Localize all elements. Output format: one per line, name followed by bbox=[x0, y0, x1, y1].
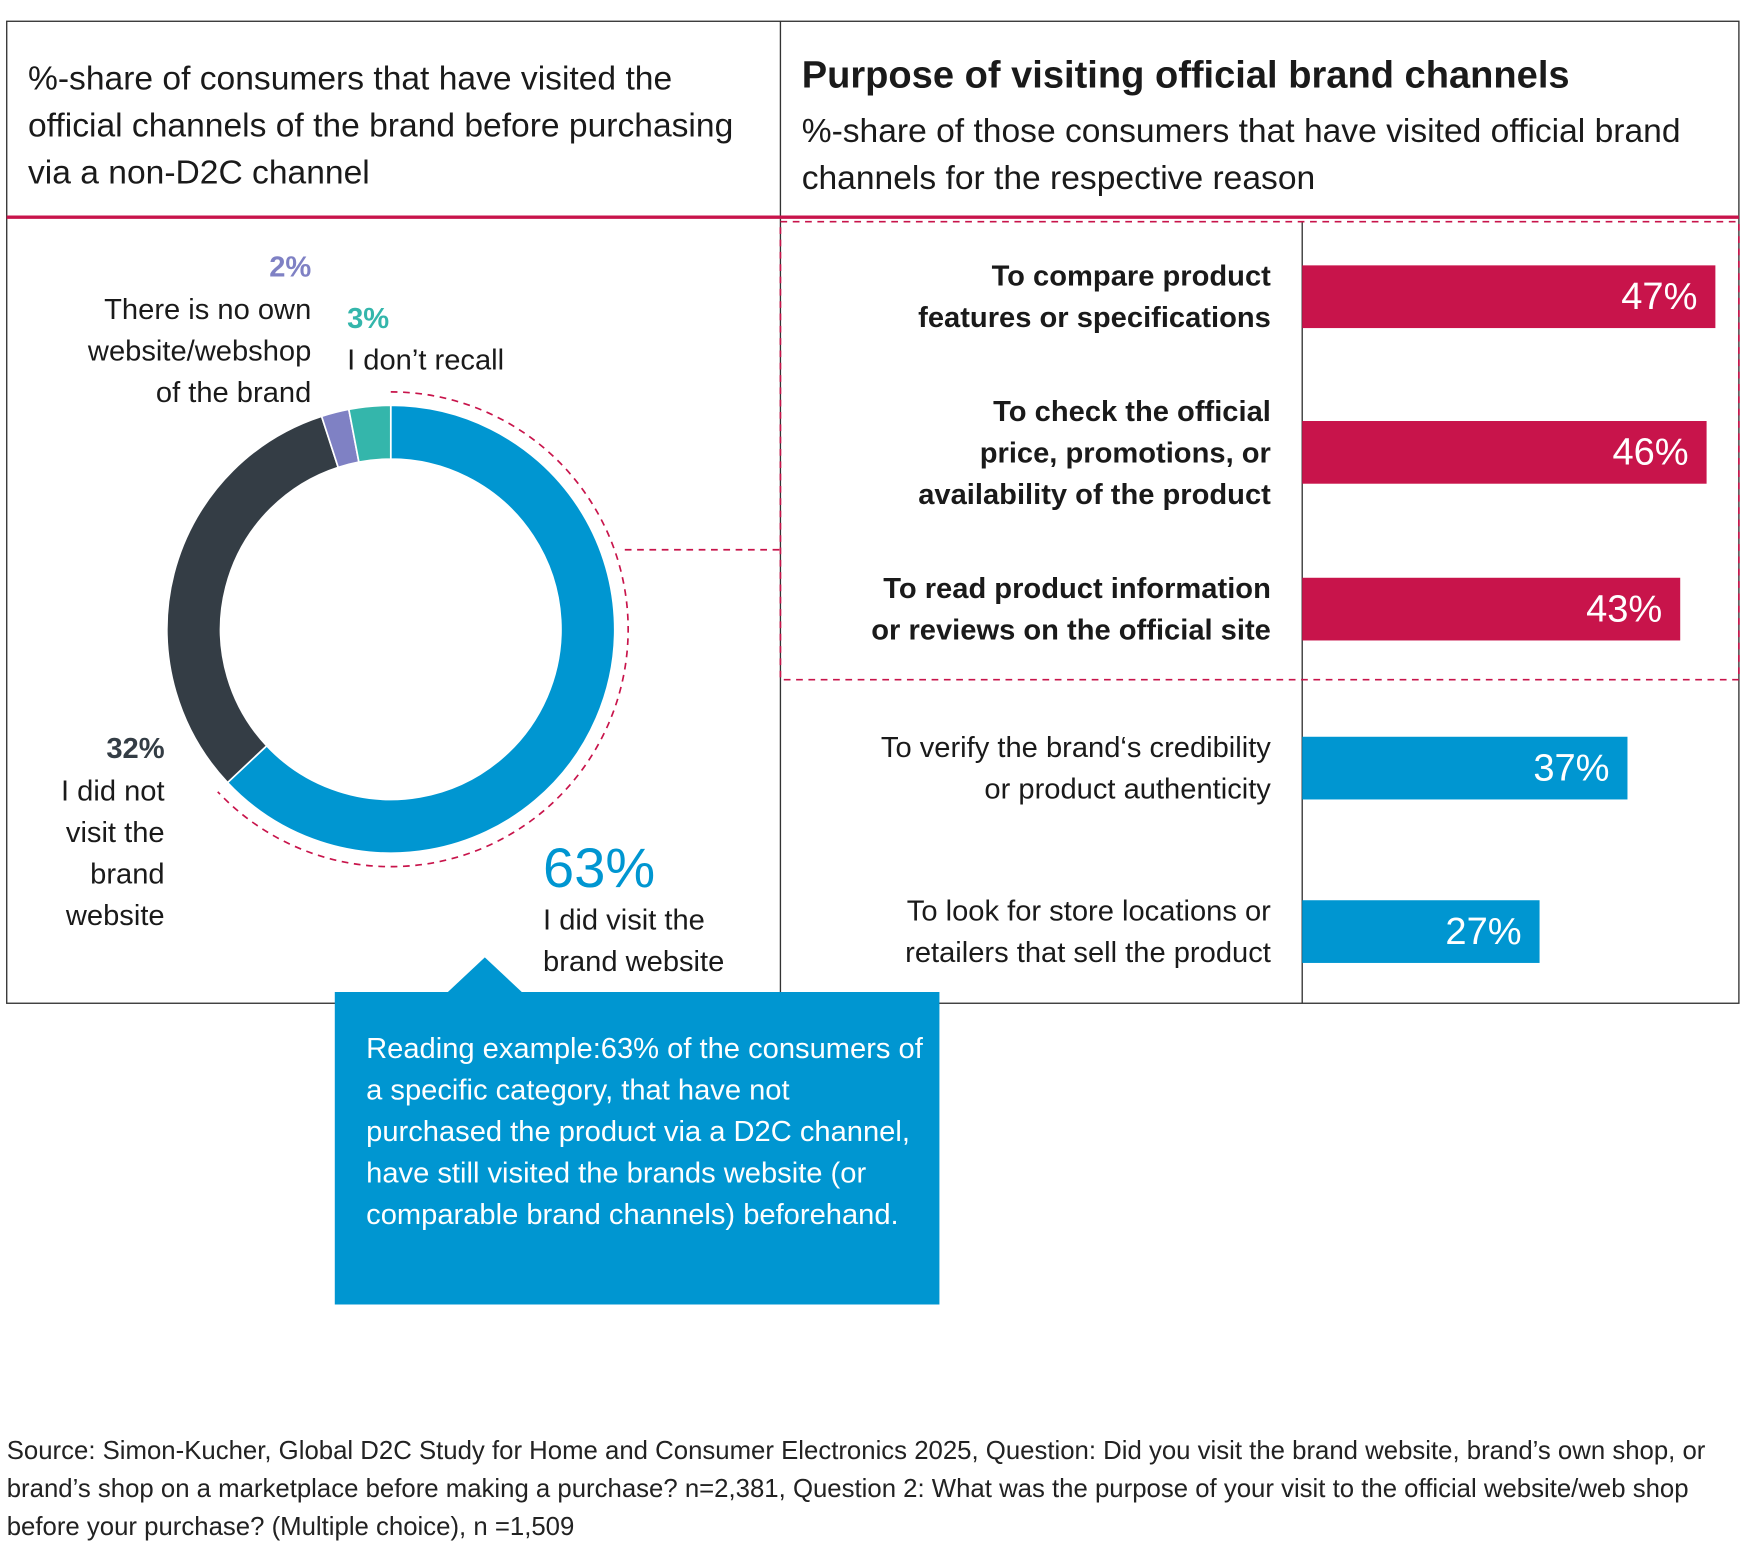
highlight-arc bbox=[217, 391, 629, 868]
bar-value-label: 46% bbox=[1612, 431, 1689, 474]
bar bbox=[1302, 577, 1681, 641]
bar-value-label: 47% bbox=[1621, 275, 1698, 318]
donut-category-label: I did not visit the brand website bbox=[61, 773, 165, 932]
bar bbox=[1302, 421, 1707, 484]
donut-category-label: There is no own website/webshop of the b… bbox=[87, 292, 312, 409]
bar-value-label: 27% bbox=[1445, 910, 1522, 953]
donut-category-label: I did visit the brand website bbox=[543, 902, 725, 978]
bar-category-label: To check the official price, promotions,… bbox=[918, 393, 1271, 511]
donut-segment bbox=[347, 404, 392, 464]
bar-category-label: To look for store locations or retailers… bbox=[905, 893, 1271, 969]
donut-category-label: I don’t recall bbox=[347, 342, 505, 377]
chart-title: Purpose of visiting official brand chann… bbox=[801, 53, 1570, 97]
bar-category-label: To read product information or reviews o… bbox=[871, 571, 1271, 647]
bar bbox=[1302, 265, 1716, 329]
chart-title: %-share of consumers that have visited t… bbox=[27, 60, 734, 192]
highlight-box bbox=[779, 220, 1740, 681]
donut-value-label: 2% bbox=[269, 249, 312, 284]
donut-value-label: 3% bbox=[347, 301, 390, 335]
bar bbox=[1302, 736, 1628, 800]
bar-category-label: To verify the brand‘s credibility or pro… bbox=[880, 730, 1271, 806]
chart-subtitle: %-share of those consumers that have vis… bbox=[801, 113, 1681, 198]
bar bbox=[1302, 900, 1540, 963]
bar-category-label: To compare product features or specifica… bbox=[918, 258, 1271, 334]
donut-value-label: 32% bbox=[106, 731, 165, 765]
bar-value-label: 37% bbox=[1533, 746, 1610, 790]
source-note: Source: Simon-Kucher, Global D2C Study f… bbox=[6, 1435, 1706, 1541]
callout-box bbox=[334, 957, 940, 1305]
donut-segment bbox=[166, 415, 340, 784]
donut-value-label: 63% bbox=[543, 836, 656, 900]
donut-segment bbox=[226, 404, 616, 855]
callout-text: Reading example:63% of the consumers of … bbox=[366, 1031, 923, 1231]
bar-value-label: 43% bbox=[1586, 587, 1663, 631]
